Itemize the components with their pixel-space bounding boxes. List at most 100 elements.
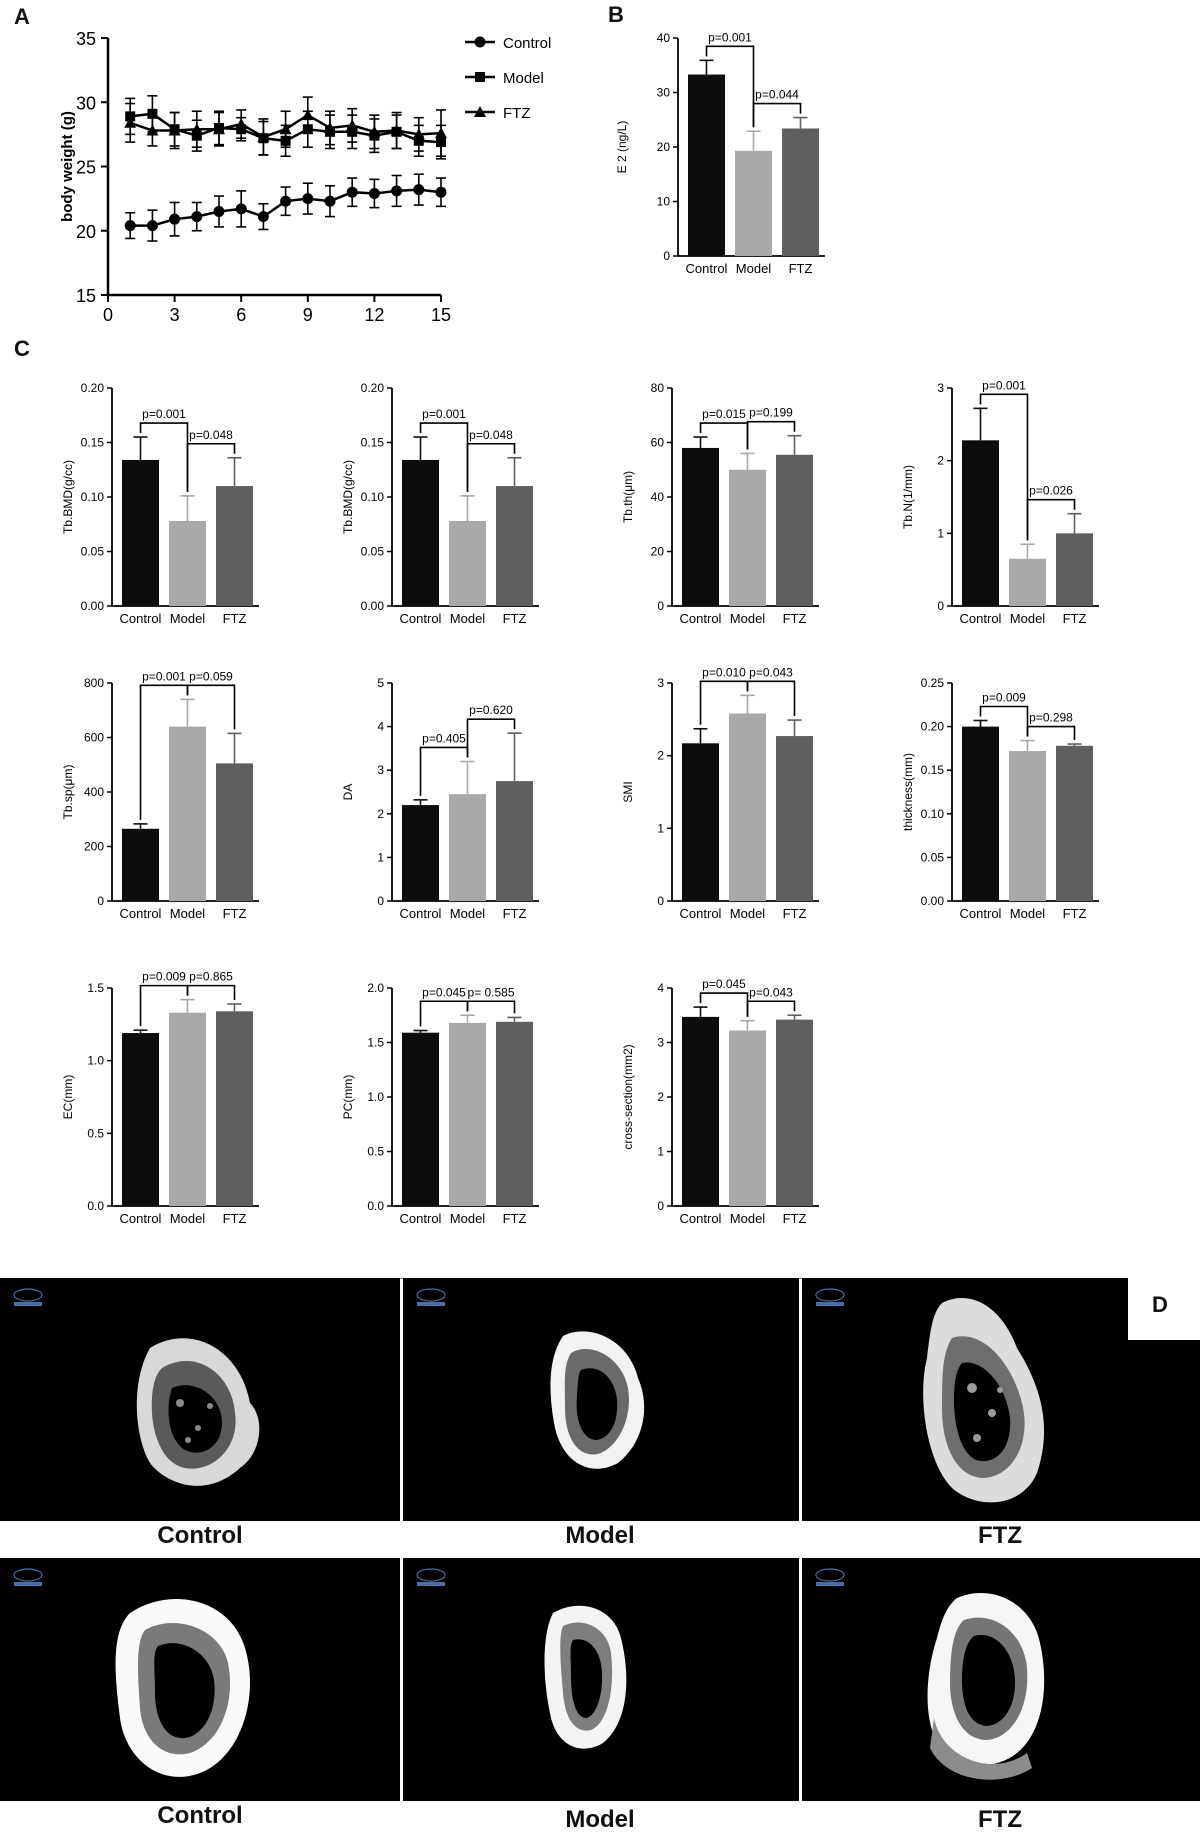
ct-image-control-cortical [0,1558,400,1801]
p-value-label: p=0.001 [422,407,466,421]
bar-model [729,1030,766,1206]
y-tick-label: 40 [657,31,671,45]
x-tick-label: 12 [364,305,384,325]
y-axis-label: E 2 (ng/L) [615,121,629,174]
tb-th-chart: 0 20 40 60 80 Tb.th(μm) Control Model FTZ p=0.015… [621,381,819,626]
x-tick-label: Model [170,906,206,921]
bar-control [682,1016,719,1206]
y-tick-label: 1 [657,821,664,835]
p-value-label: p=0.045 [702,977,746,991]
y-tick-label: 1.0 [367,1090,384,1104]
x-tick-label: FTZ [503,906,527,921]
x-tick-label: 6 [236,305,246,325]
y-axis-label: Tb.sp(μm) [61,765,75,820]
ct-label-ftz-2: FTZ [978,1806,1022,1833]
legend-label-model: Model [503,70,544,87]
x-tick-label: Control [680,611,722,626]
bar-ftz [496,781,533,901]
p-value-label: p=0.043 [749,665,793,679]
x-tick-label: Control [400,611,442,626]
bar-model [169,1012,206,1206]
point-ftz [346,119,359,131]
x-tick-label: Model [450,1211,486,1226]
bar-ftz [496,486,533,606]
point-ftz [301,109,314,121]
x-tick-label: Control [960,906,1002,921]
point-control [213,205,225,217]
significance-bracket [1026,725,1076,741]
bar-ftz [496,1021,533,1206]
x-tick-label: FTZ [1063,906,1087,921]
bar-ftz [1056,533,1093,606]
x-tick-label: Model [1010,611,1046,626]
y-tick-label: 0.10 [921,807,945,821]
ct-image-ftz-cortical [802,1558,1200,1801]
p-value-label: p=0.015 [702,407,746,421]
x-tick-label: Model [730,906,766,921]
point-control [280,195,292,207]
bar-control [402,459,439,606]
point-ftz [190,123,203,135]
significance-bracket [979,705,1029,737]
p-value-label: p=0.048 [189,428,233,442]
y-axis-label: Tb.N(1/mm) [901,465,915,529]
y-tick-label: 1 [937,526,944,540]
point-model [147,108,158,119]
ct-image-model-cortical [403,1558,799,1801]
y-tick-label: 0.0 [87,1199,104,1213]
x-tick-label: Model [450,611,486,626]
y-tick-label: 600 [84,731,104,745]
x-tick-label: 0 [103,305,113,325]
y-axis-label: thickness(mm) [901,753,915,831]
legend-label-ftz: FTZ [503,105,531,122]
significance-bracket [746,420,796,450]
significance-bracket [979,393,1029,541]
x-tick-label: FTZ [503,1211,527,1226]
bar-ftz [776,454,813,606]
y-tick-label: 10 [657,195,671,209]
bar-model [735,150,772,256]
point-ftz [257,130,270,142]
significance-bracket [419,1000,469,1027]
ct-label-control-2: Control [157,1802,243,1829]
y-tick-label: 40 [651,490,665,504]
bar-control [962,440,999,606]
y-tick-label: 0.00 [81,599,105,613]
x-tick-label: Control [120,906,162,921]
p-value-label: p=0.865 [189,970,233,984]
x-tick-label: FTZ [223,1211,247,1226]
legend-marker [474,106,486,117]
bar-ftz [216,1011,253,1206]
y-tick-label: 35 [76,29,96,49]
y-tick-label: 0.5 [87,1126,104,1140]
tb-bmd-chart-1: 0.00 0.05 0.10 0.15 0.20 Tb.BMD(g/cc) Control M… [61,381,259,626]
y-axis-label: EC(mm) [61,1075,75,1120]
y-axis-label: DA [341,784,355,801]
point-ftz [324,121,336,133]
point-control [124,220,136,232]
y-axis-label: Tb.th(μm) [621,471,635,523]
y-tick-label: 0 [657,599,664,613]
y-tick-label: 0.15 [921,763,945,777]
y-tick-label: 0 [97,894,104,908]
ct-label-model-2: Model [565,1806,635,1833]
thickness-chart: 0.00 0.05 0.10 0.15 0.20 0.25 thickness(mm) Con… [901,676,1099,921]
ct-label-model-1: Model [565,1522,635,1549]
x-tick-label: FTZ [1063,611,1087,626]
y-tick-label: 4 [377,720,384,734]
point-ftz [235,118,248,130]
significance-bracket [752,102,802,128]
cross-section-chart: 0 1 2 3 4 cross-section(mm2) Control Model FTZ p=… [621,977,819,1226]
y-axis-label: Tb.BMD(g/cc) [61,460,75,534]
y-tick-label: 2 [657,1090,664,1104]
y-tick-label: 2 [937,454,944,468]
bar-control [962,726,999,901]
x-tick-label: 9 [303,305,313,325]
y-tick-label: 0.05 [361,545,385,559]
point-ftz [146,124,159,136]
y-tick-label: 0 [937,599,944,613]
bar-model [729,469,766,606]
y-tick-label: 0.10 [361,490,385,504]
x-tick-label: FTZ [783,906,807,921]
